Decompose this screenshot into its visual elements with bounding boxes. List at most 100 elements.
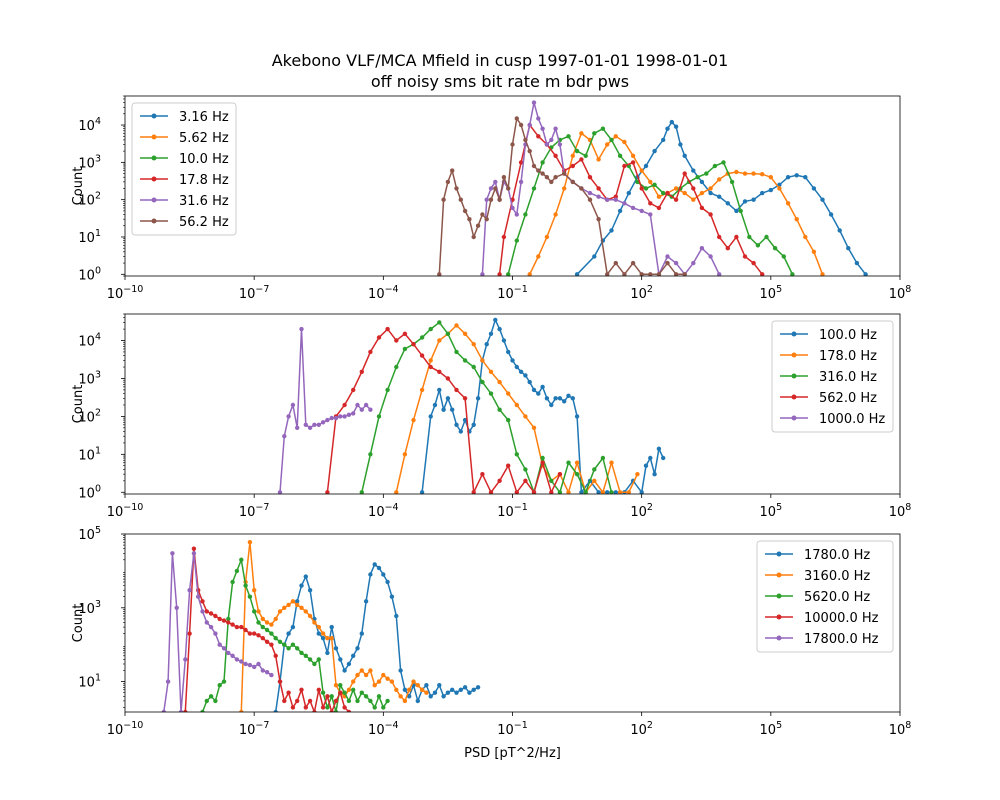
data-point — [402, 698, 408, 704]
data-point — [376, 679, 382, 684]
series-line — [507, 127, 794, 275]
data-point — [260, 636, 265, 641]
data-point — [338, 690, 343, 695]
data-point — [790, 272, 795, 276]
data-point — [613, 260, 618, 266]
data-point — [239, 709, 244, 712]
data-point — [368, 698, 373, 704]
data-point — [592, 254, 597, 259]
legend: 3.16 Hz 5.62 Hz 10.0 Hz 17.8 Hz 31.6 Hz 56.2 … — [131, 102, 237, 236]
data-point — [605, 490, 610, 494]
data-point — [566, 460, 571, 465]
data-point — [458, 429, 463, 434]
data-point — [295, 425, 300, 430]
data-point — [450, 407, 455, 412]
data-point — [295, 646, 300, 651]
x-tick-label: 105 — [760, 502, 783, 520]
data-point — [562, 399, 567, 404]
data-point — [264, 620, 270, 625]
data-point — [493, 179, 498, 185]
x-tick-label: 10−1 — [497, 502, 528, 520]
x-tick-label: 105 — [760, 284, 783, 302]
data-point — [217, 616, 222, 622]
data-point — [639, 208, 644, 214]
series-1 — [273, 562, 481, 712]
data-point — [639, 186, 644, 191]
data-point — [643, 163, 649, 169]
data-point — [200, 599, 205, 604]
data-point — [419, 387, 425, 393]
data-point — [432, 690, 438, 695]
x-tick-label: 10−7 — [239, 720, 270, 738]
data-point — [424, 683, 429, 688]
data-point — [372, 683, 377, 688]
data-point — [462, 396, 468, 401]
data-point — [351, 687, 356, 692]
data-point — [600, 126, 606, 131]
data-point — [514, 364, 519, 370]
data-point — [234, 657, 240, 662]
legend-label: 10000.0 Hz — [804, 611, 879, 626]
data-point — [394, 613, 399, 619]
data-point — [445, 179, 451, 185]
legend-label: 1000.0 Hz — [819, 412, 885, 427]
data-point — [419, 353, 425, 358]
figure-title-line-1: Akebono VLF/MCA Mfield in cusp 1997-01-0… — [271, 51, 729, 70]
data-point — [385, 579, 390, 585]
data-point — [639, 168, 644, 173]
data-point — [419, 687, 425, 692]
data-point — [648, 455, 653, 461]
data-point — [411, 342, 416, 347]
data-point — [514, 212, 519, 217]
data-point — [488, 186, 494, 191]
data-point — [717, 234, 722, 240]
data-point — [243, 661, 248, 667]
data-point — [488, 369, 494, 374]
data-point — [411, 417, 416, 423]
data-point — [579, 186, 584, 191]
data-point — [411, 679, 416, 684]
data-point — [557, 142, 563, 147]
data-point — [303, 609, 308, 614]
data-point — [398, 694, 403, 699]
data-point — [252, 588, 257, 593]
data-point — [609, 228, 614, 233]
legend-item: 17.8 Hz — [140, 173, 229, 188]
data-point — [295, 698, 300, 704]
data-point — [441, 694, 446, 699]
data-point — [803, 234, 808, 240]
data-point — [587, 190, 593, 196]
data-point — [467, 217, 472, 222]
x-tick-label: 10−4 — [368, 502, 399, 520]
data-point — [617, 208, 623, 214]
series-1 — [574, 119, 868, 276]
legend-marker — [791, 331, 797, 337]
data-point — [536, 391, 541, 396]
data-point — [183, 709, 188, 712]
legend-marker — [791, 352, 797, 358]
data-point — [290, 599, 296, 604]
data-point — [290, 402, 296, 408]
data-point — [673, 272, 679, 276]
data-point — [506, 186, 511, 191]
data-point — [307, 588, 313, 593]
data-point — [544, 396, 550, 401]
data-point — [497, 197, 502, 202]
legend-label: 17800.0 Hz — [804, 632, 879, 647]
series-line — [201, 557, 389, 712]
data-point — [204, 609, 209, 614]
data-point — [605, 272, 610, 276]
data-point — [252, 631, 257, 636]
data-point — [536, 116, 541, 121]
data-point — [415, 698, 420, 704]
data-point — [277, 679, 283, 684]
data-point — [635, 472, 640, 477]
data-point — [338, 683, 343, 688]
data-point — [742, 199, 748, 204]
data-point — [531, 186, 537, 191]
axes-frame — [124, 95, 901, 277]
data-point — [699, 205, 705, 211]
data-point — [570, 396, 575, 401]
data-point — [316, 657, 321, 662]
